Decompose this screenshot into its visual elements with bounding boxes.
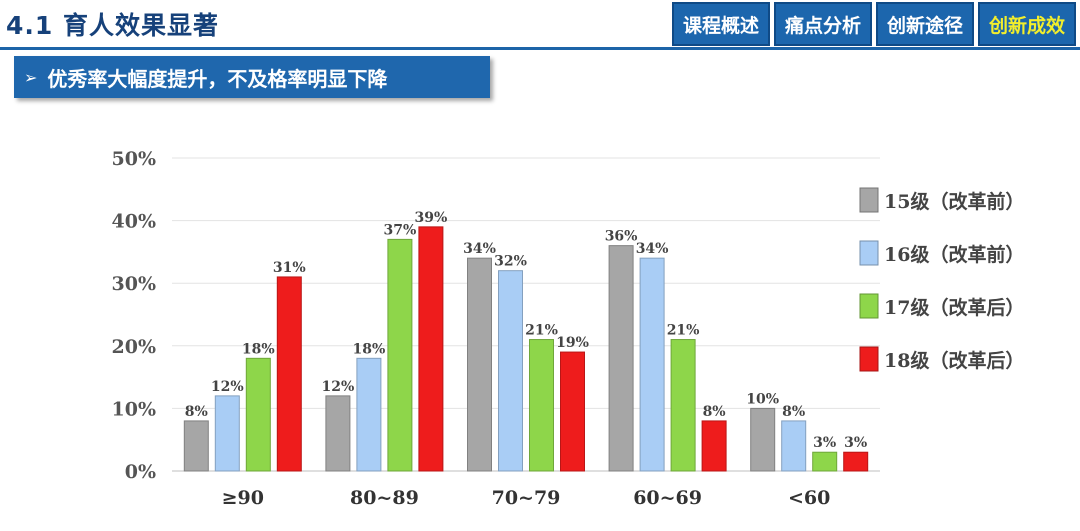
data-label: 12%	[211, 379, 244, 395]
data-label: 3%	[813, 435, 836, 451]
page-title: 4.1 育人效果显著	[6, 11, 219, 40]
data-label: 19%	[556, 335, 589, 351]
data-label: 34%	[636, 241, 669, 257]
bar	[750, 407, 776, 472]
x-tick-label: <60	[788, 487, 830, 509]
legend-swatch	[859, 346, 879, 372]
y-tick-label: 0%	[125, 461, 156, 483]
bar	[214, 395, 240, 472]
subtitle-text: 优秀率大幅度提升，不及格率明显下降	[47, 66, 388, 91]
data-label: 31%	[273, 260, 306, 276]
y-tick-label: 30%	[112, 273, 157, 295]
bar	[560, 351, 585, 472]
y-tick-label: 20%	[112, 336, 157, 358]
data-label: 8%	[782, 404, 805, 420]
bar	[183, 420, 209, 472]
bar	[467, 257, 492, 472]
tab-innovation-approach[interactable]: 创新途径	[875, 2, 974, 46]
legend-label: 17级（改革后）	[884, 296, 1024, 319]
legend-label: 15级（改革前）	[884, 190, 1024, 213]
tab-innovation-results[interactable]: 创新成效	[977, 2, 1076, 46]
tab-pain-point-analysis[interactable]: 痛点分析	[773, 2, 872, 46]
data-label: 21%	[525, 323, 558, 339]
legend-swatch	[859, 187, 879, 213]
legend-swatch	[859, 240, 879, 266]
data-label: 37%	[384, 222, 417, 238]
tab-course-overview[interactable]: 课程概述	[671, 2, 770, 46]
bar	[670, 339, 696, 472]
legend-label: 16级（改革前）	[884, 243, 1024, 266]
bar	[843, 451, 869, 472]
y-tick-label: 50%	[112, 148, 157, 170]
x-tick-label: 70~79	[492, 487, 561, 509]
bar	[276, 276, 302, 472]
y-tick-label: 10%	[112, 398, 157, 420]
data-label: 34%	[463, 241, 496, 257]
legend-swatch	[859, 293, 879, 319]
data-label: 8%	[703, 404, 726, 420]
data-label: 12%	[322, 379, 355, 395]
data-label: 10%	[746, 391, 779, 407]
bar	[245, 357, 271, 472]
subtitle-banner: ➢ 优秀率大幅度提升，不及格率明显下降	[14, 56, 490, 98]
bar	[387, 238, 413, 472]
arrow-icon: ➢	[24, 67, 38, 87]
bar	[356, 357, 382, 472]
data-label: 32%	[494, 254, 527, 270]
data-label: 21%	[667, 323, 700, 339]
legend-label: 18级（改革后）	[884, 349, 1024, 372]
bar	[608, 245, 634, 472]
section-nav: 课程概述 痛点分析 创新途径 创新成效	[671, 2, 1076, 46]
data-label: 18%	[242, 341, 275, 357]
bar	[812, 451, 838, 472]
bar	[498, 270, 523, 472]
x-tick-label: 60~69	[633, 487, 702, 509]
y-tick-label: 40%	[112, 211, 157, 233]
bar	[639, 257, 665, 472]
bar	[781, 420, 807, 472]
header-divider	[0, 47, 1080, 50]
data-label: 36%	[605, 229, 638, 245]
x-tick-label: ≥90	[222, 487, 264, 509]
data-label: 3%	[844, 435, 867, 451]
bar	[701, 420, 727, 472]
data-label: 39%	[415, 210, 448, 226]
bar	[529, 339, 554, 472]
data-label: 18%	[353, 341, 386, 357]
bar	[325, 395, 351, 472]
bar	[418, 226, 444, 472]
x-tick-label: 80~89	[350, 487, 419, 509]
data-label: 8%	[185, 404, 208, 420]
